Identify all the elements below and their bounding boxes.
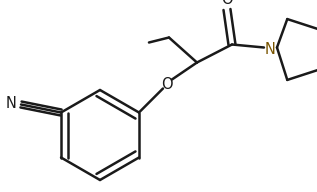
Text: N: N xyxy=(6,96,16,111)
Text: N: N xyxy=(264,42,275,57)
Text: O: O xyxy=(161,77,173,92)
Text: O: O xyxy=(221,0,233,7)
